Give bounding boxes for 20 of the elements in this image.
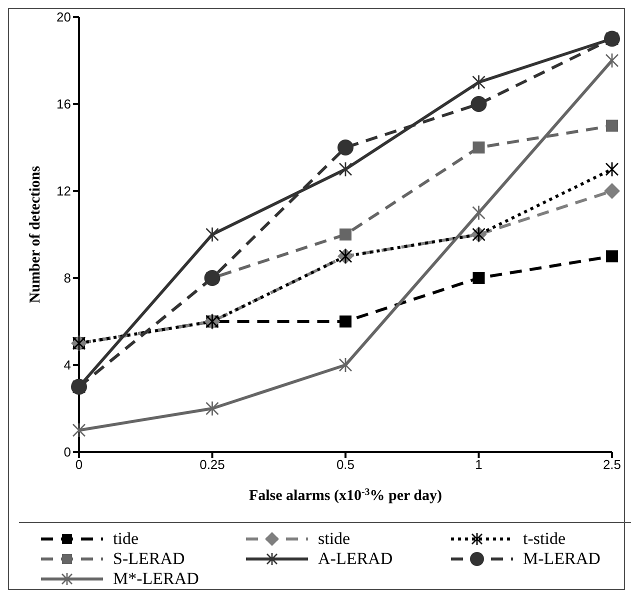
x-tick-label: 0.5 bbox=[336, 457, 355, 472]
y-tick-label: 4 bbox=[64, 358, 71, 373]
y-tick-label: 8 bbox=[64, 270, 71, 286]
legend-label: S-LERAD bbox=[113, 549, 185, 569]
y-tick-label: 12 bbox=[56, 184, 71, 199]
y-tick-label: 20 bbox=[56, 10, 71, 25]
legend-label: M-LERAD bbox=[523, 549, 600, 569]
x-tick-label: 1 bbox=[475, 457, 482, 472]
x-axis-title: False alarms (x10$^{-3}$% per day) bbox=[248, 486, 442, 504]
legend-label: stide bbox=[318, 529, 350, 549]
y-axis-title: Number of detections bbox=[27, 166, 44, 304]
x-tick-label: 2.5 bbox=[602, 457, 622, 472]
y-tick-label: 0 bbox=[64, 444, 71, 460]
x-tick-label: 0 bbox=[75, 457, 83, 472]
legend-label: t-stide bbox=[523, 529, 566, 549]
x-tick-label: 0.25 bbox=[200, 457, 225, 472]
legend-label: tide bbox=[113, 529, 138, 549]
legend-label: A-LERAD bbox=[318, 549, 393, 569]
legend-label: M*-LERAD bbox=[113, 569, 199, 589]
y-tick-label: 16 bbox=[56, 96, 71, 112]
